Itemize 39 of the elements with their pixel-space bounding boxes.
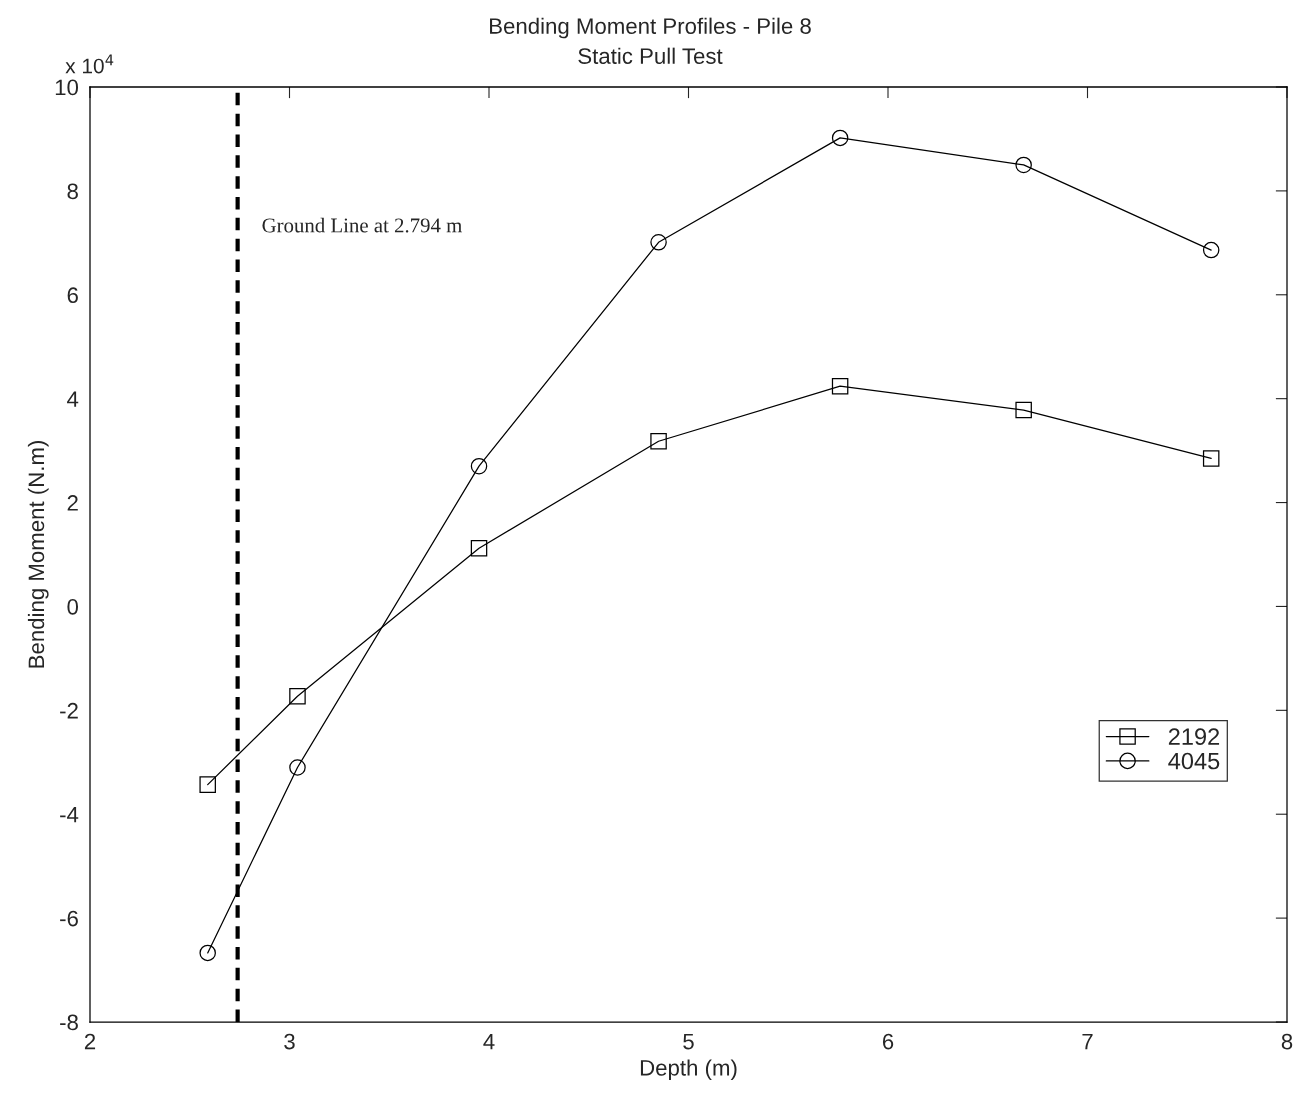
point <box>289 688 306 705</box>
point <box>650 432 667 450</box>
x-tick-label: 7 <box>1082 1033 1093 1050</box>
y-tick-label: 4 <box>67 391 79 407</box>
y-tick-label: -8 <box>60 1014 78 1031</box>
y-tick-label: 0 <box>67 598 79 615</box>
x-tick-label: 8 <box>1281 1033 1293 1050</box>
x-tick-label: 4 <box>483 1033 495 1050</box>
point <box>1202 450 1220 467</box>
x-tick-label: 3 <box>284 1033 295 1050</box>
x-tick-label: 2 <box>84 1033 96 1050</box>
point <box>831 129 849 147</box>
y-tick-label: -6 <box>60 910 78 927</box>
legend-label: 2192 <box>1168 728 1220 745</box>
y-tick-label: 6 <box>67 287 78 304</box>
point <box>831 377 849 395</box>
y-tick-label: 10 <box>55 79 79 96</box>
x-tick-label: 6 <box>882 1033 894 1050</box>
legend-label: 4045 <box>1168 752 1220 770</box>
point <box>289 759 306 776</box>
point <box>470 540 488 557</box>
ref-line-label: Ground Line at 2.794 m <box>262 217 463 233</box>
point <box>199 776 216 793</box>
y-axis-title: Bending Moment (N.m) <box>27 441 49 668</box>
y-tick-label: -2 <box>60 702 78 719</box>
point <box>1015 156 1032 174</box>
y-tick-label: -4 <box>60 806 79 823</box>
chart-title: Bending Moment Profiles - Pile 8 <box>490 17 811 39</box>
y-tick-label: 2 <box>67 495 78 511</box>
text: x 10$^{4}$ <box>65 54 114 74</box>
point <box>650 234 667 251</box>
y-tick-label: 8 <box>67 183 78 200</box>
x-tick-label: 5 <box>683 1033 694 1050</box>
chart-subtitle: Static Pull Test <box>578 47 723 64</box>
point <box>199 944 216 962</box>
point <box>470 457 488 475</box>
x-axis-title: Depth (m) <box>640 1059 737 1081</box>
point <box>1202 241 1220 259</box>
point <box>1015 401 1032 419</box>
